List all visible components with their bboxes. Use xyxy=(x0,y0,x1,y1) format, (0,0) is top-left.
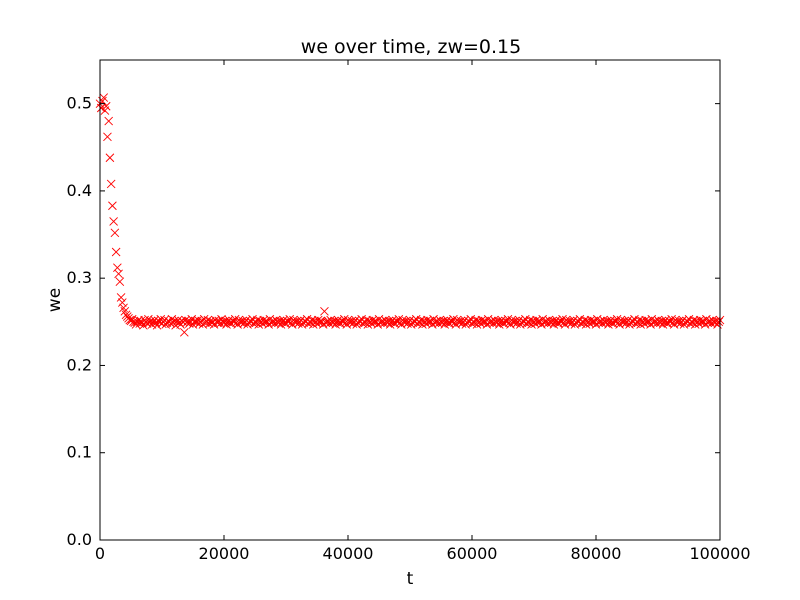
x-tick-label: 60000 xyxy=(447,544,498,563)
data-point xyxy=(487,316,497,326)
y-tick-label: 0.1 xyxy=(67,443,92,462)
data-point xyxy=(666,317,675,327)
data-point xyxy=(106,179,116,189)
data-point xyxy=(347,316,357,326)
data-point xyxy=(269,316,278,326)
data-point xyxy=(611,317,621,327)
data-point xyxy=(393,317,402,327)
data-point xyxy=(292,316,302,326)
data-point xyxy=(378,316,388,326)
data-point xyxy=(108,201,117,211)
data-point xyxy=(511,316,520,326)
data-point xyxy=(542,316,551,326)
y-tick-label: 0.0 xyxy=(67,530,92,549)
data-point xyxy=(502,317,512,327)
y-axis-label: we xyxy=(45,288,65,312)
data-point xyxy=(284,317,293,327)
x-tick-label: 80000 xyxy=(571,544,622,563)
data-point xyxy=(110,228,120,238)
data-point xyxy=(104,116,113,126)
y-tick-label: 0.2 xyxy=(67,355,92,374)
data-point xyxy=(173,315,183,325)
data-point xyxy=(323,316,333,326)
plot-frame xyxy=(99,59,721,541)
x-axis-ticks: 0 20000 40000 60000 80000 100000 xyxy=(95,60,751,563)
data-point xyxy=(320,307,329,316)
x-tick-label: 40000 xyxy=(323,544,374,563)
data-point xyxy=(674,316,684,326)
data-point xyxy=(155,317,164,327)
data-point xyxy=(447,317,457,327)
x-axis-label: t xyxy=(407,569,414,589)
data-point xyxy=(456,316,466,326)
y-tick-label: 0.3 xyxy=(67,268,92,287)
data-point xyxy=(113,263,122,273)
data-point xyxy=(103,132,112,142)
data-point xyxy=(109,217,118,226)
data-point xyxy=(118,298,127,307)
y-axis-ticks: 0.0 0.1 0.2 0.3 0.4 0.5 xyxy=(67,94,720,549)
data-point xyxy=(338,317,348,327)
data-point xyxy=(401,316,411,326)
x-tick-label: 0 xyxy=(95,544,105,563)
data-point xyxy=(180,327,189,337)
data-point xyxy=(432,316,442,326)
data-point xyxy=(192,318,202,328)
data-point xyxy=(114,269,123,279)
data-point xyxy=(116,293,126,302)
data-point xyxy=(131,320,141,329)
x-tick-label: 20000 xyxy=(199,544,250,563)
data-point xyxy=(214,316,224,326)
data-point xyxy=(96,103,106,113)
data-point xyxy=(238,316,247,326)
data-point xyxy=(596,316,606,326)
data-point xyxy=(105,153,115,163)
data-point xyxy=(99,93,109,102)
data-point xyxy=(565,316,575,326)
chart-title: we over time, zw=0.15 xyxy=(301,36,521,58)
data-points xyxy=(95,93,725,337)
data-point xyxy=(620,316,629,326)
y-tick-label: 0.4 xyxy=(67,181,92,200)
data-point xyxy=(705,316,715,326)
data-point xyxy=(651,316,660,326)
y-tick-label: 0.5 xyxy=(67,94,92,113)
data-point xyxy=(115,277,125,286)
data-point xyxy=(111,247,121,257)
x-tick-label: 100000 xyxy=(689,544,750,563)
data-point xyxy=(229,317,239,327)
data-point xyxy=(556,317,566,327)
